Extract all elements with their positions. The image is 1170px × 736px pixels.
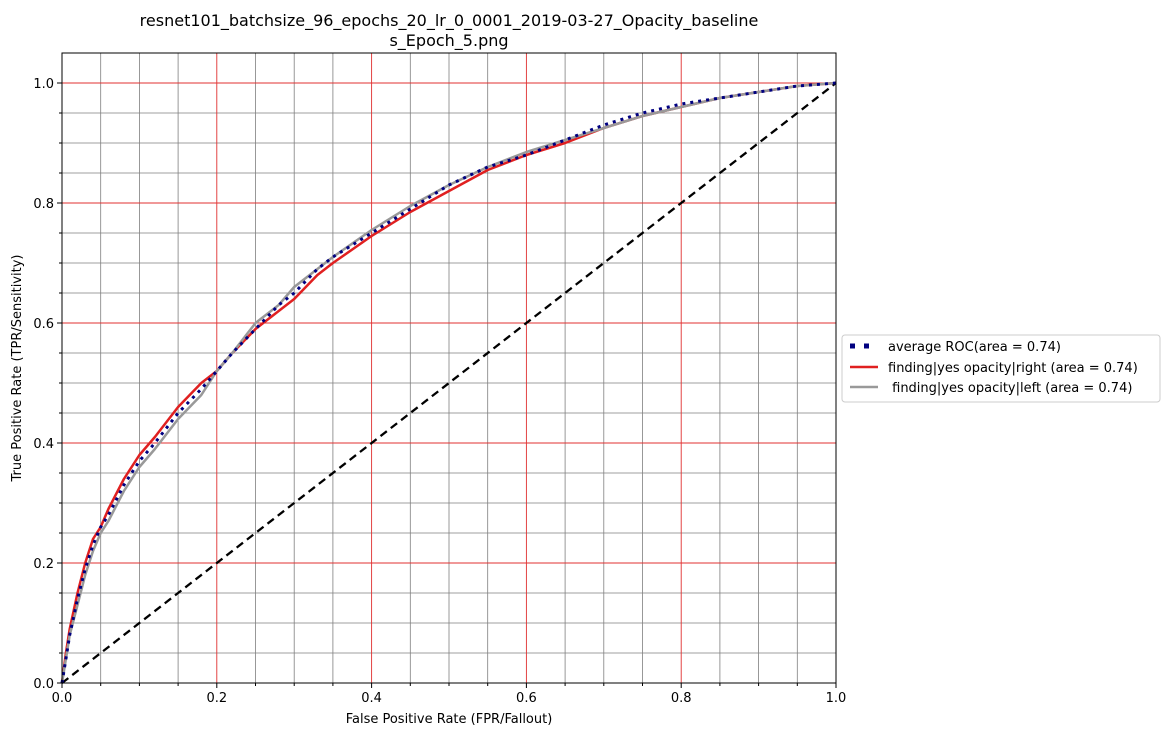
y-tick-label: 0.0 [33, 677, 54, 692]
x-tick-label: 0.6 [516, 691, 537, 706]
x-tick-label: 1.0 [826, 691, 847, 706]
x-tick-label: 0.4 [361, 691, 382, 706]
series-layer [60, 81, 837, 684]
x-axis-label: False Positive Rate (FPR/Fallout) [346, 712, 553, 727]
y-tick-label: 0.4 [33, 437, 54, 452]
series-chance-diagonal [61, 82, 837, 684]
y-axis-label: True Positive Rate (TPR/Sensitivity) [10, 255, 25, 483]
legend-label-right: finding|yes opacity|right (area = 0.74) [888, 361, 1138, 376]
legend-label-left: finding|yes opacity|left (area = 0.74) [888, 381, 1132, 396]
minor-grid [62, 53, 836, 683]
legend: average ROC(area = 0.74) finding|yes opa… [841, 334, 1161, 403]
x-tick-label: 0.0 [52, 691, 73, 706]
series-left-roc-line [60, 81, 837, 684]
x-tick-label: 0.2 [206, 691, 227, 706]
chart-title-line-2: s_Epoch_5.png [389, 31, 508, 51]
x-tick-label: 0.8 [671, 691, 692, 706]
y-tick-label: 1.0 [33, 77, 54, 92]
y-tick-label: 0.2 [33, 557, 54, 572]
y-tick-label: 0.6 [33, 317, 54, 332]
chart-title-line-1: resnet101_batchsize_96_epochs_20_lr_0_00… [140, 11, 759, 31]
axis-ticks: 0.0 0.2 0.4 0.6 0.8 1.0 0.0 0.2 0.4 0.6 0.8 1.0 [33, 77, 846, 706]
legend-label-average-roc: average ROC(area = 0.74) [888, 340, 1061, 355]
series-average-roc-line [60, 81, 837, 684]
legend-frame [841, 334, 1161, 403]
y-tick-label: 0.8 [33, 197, 54, 212]
